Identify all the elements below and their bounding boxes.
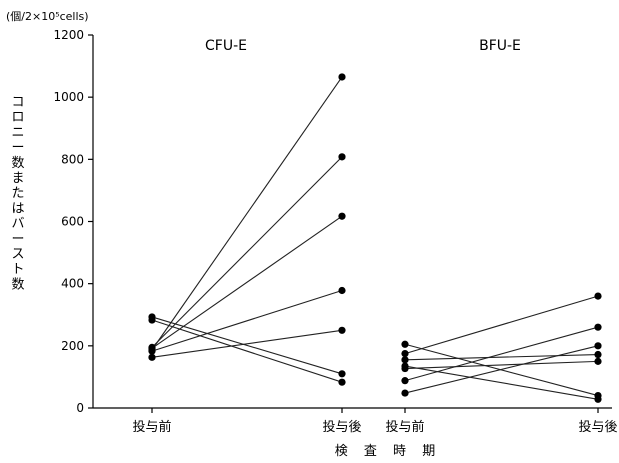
y-tick-label: 1000	[53, 90, 84, 104]
data-point	[338, 370, 346, 378]
series-line	[151, 329, 343, 358]
data-point	[401, 356, 409, 364]
series-line	[151, 215, 343, 349]
y-tick-label: 600	[61, 215, 84, 229]
panel-title: CFU-E	[205, 38, 247, 54]
series-line	[151, 316, 343, 375]
y-tick-label: 1200	[53, 28, 84, 42]
y-axis-label-char: 数	[11, 156, 24, 171]
data-point	[401, 377, 409, 385]
series-line	[404, 360, 599, 370]
y-axis-label-char: は	[11, 201, 24, 216]
y-tick-label: 200	[61, 339, 84, 353]
series-line	[404, 353, 599, 361]
y-axis-label-char: 数	[11, 277, 24, 292]
y-axis-label-char: ー	[11, 141, 24, 156]
data-point	[148, 347, 156, 355]
series-line	[404, 365, 599, 400]
data-point	[401, 340, 409, 348]
data-point	[594, 342, 602, 350]
data-point	[594, 357, 602, 365]
data-point	[148, 353, 156, 361]
y-axis-label-char: ト	[11, 262, 24, 277]
data-point	[338, 326, 346, 334]
data-point	[401, 362, 409, 370]
data-point	[338, 153, 346, 161]
x-axis-label: 検 査 時 期	[335, 444, 441, 459]
y-axis-label-char: ス	[11, 247, 24, 262]
series-line	[151, 289, 343, 352]
series-line	[404, 326, 599, 382]
y-axis-label-char: ま	[11, 171, 24, 186]
unit-label: (個/2×10⁵cells)	[6, 10, 89, 23]
y-tick-label: 400	[61, 277, 84, 291]
data-point	[594, 323, 602, 331]
x-tick-label: 投与前	[132, 419, 171, 435]
y-ticks: 0 200 400 600 800 1000 1200	[53, 28, 93, 415]
data-point	[338, 286, 346, 295]
series-line	[404, 343, 599, 397]
y-axis-label-char: コ	[11, 95, 24, 110]
y-axis-label-char: バ	[11, 217, 24, 232]
data-point	[148, 316, 156, 324]
panels: CFU-E 投与前 投与後 BFU-E 投与前 投与後	[132, 38, 617, 435]
panel-bfu-e: BFU-E 投与前 投与後	[385, 38, 617, 435]
panel-title: BFU-E	[479, 38, 521, 54]
data-point	[401, 389, 409, 397]
y-axis-label-char: た	[11, 186, 24, 201]
data-point	[401, 350, 409, 358]
y-axis-label-char: ロ	[11, 110, 24, 125]
x-tick-label: 投与後	[578, 419, 617, 435]
data-point	[338, 73, 346, 81]
x-tick-label: 投与後	[322, 419, 361, 435]
series-line	[404, 295, 599, 355]
data-point	[338, 378, 346, 386]
data-point	[594, 350, 602, 359]
y-axis-label-char: ー	[11, 232, 24, 247]
data-point	[594, 395, 602, 403]
panel-cfu-e: CFU-E 投与前 投与後	[132, 38, 361, 435]
data-point	[594, 292, 602, 300]
x-tick-label: 投与前	[385, 419, 424, 435]
data-point	[338, 212, 346, 220]
series-line	[151, 156, 343, 348]
y-axis-label-char: ニ	[11, 125, 24, 140]
y-tick-label: 0	[76, 401, 84, 415]
series-line	[151, 76, 343, 351]
series-line	[151, 319, 343, 383]
y-tick-label: 800	[61, 152, 84, 166]
